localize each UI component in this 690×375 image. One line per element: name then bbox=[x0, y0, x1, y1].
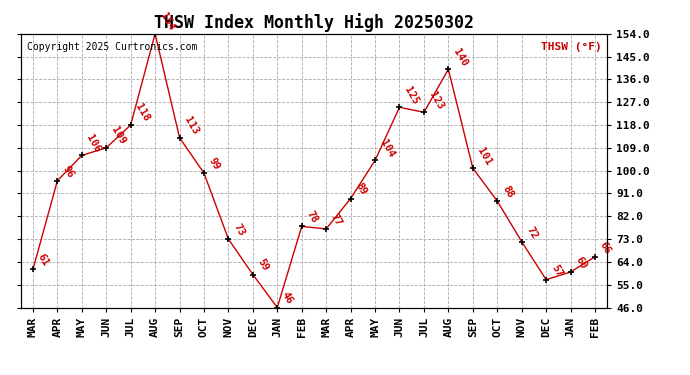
Text: 59: 59 bbox=[256, 258, 270, 273]
Text: 60: 60 bbox=[573, 255, 589, 271]
Text: 109: 109 bbox=[109, 125, 127, 147]
Text: 73: 73 bbox=[231, 222, 246, 238]
Text: 61: 61 bbox=[36, 252, 51, 268]
Text: 125: 125 bbox=[402, 85, 420, 106]
Text: 89: 89 bbox=[353, 182, 368, 197]
Text: 66: 66 bbox=[598, 240, 613, 255]
Text: 140: 140 bbox=[451, 47, 469, 68]
Text: 106: 106 bbox=[85, 133, 103, 154]
Text: 104: 104 bbox=[378, 138, 396, 159]
Text: 46: 46 bbox=[280, 290, 295, 306]
Text: 96: 96 bbox=[60, 164, 75, 180]
Text: THSW (°F): THSW (°F) bbox=[540, 42, 602, 52]
Text: 77: 77 bbox=[329, 212, 344, 228]
Text: 88: 88 bbox=[500, 184, 515, 200]
Text: 123: 123 bbox=[427, 90, 445, 111]
Text: 113: 113 bbox=[182, 115, 201, 136]
Text: 72: 72 bbox=[524, 225, 540, 240]
Text: 57: 57 bbox=[549, 262, 564, 278]
Text: 118: 118 bbox=[134, 102, 152, 124]
Text: 99: 99 bbox=[207, 156, 221, 172]
Title: THSW Index Monthly High 20250302: THSW Index Monthly High 20250302 bbox=[154, 13, 474, 32]
Text: 78: 78 bbox=[305, 209, 319, 225]
Text: 101: 101 bbox=[475, 146, 494, 167]
Text: 154: 154 bbox=[158, 11, 176, 33]
Text: Copyright 2025 Curtronics.com: Copyright 2025 Curtronics.com bbox=[26, 42, 197, 52]
